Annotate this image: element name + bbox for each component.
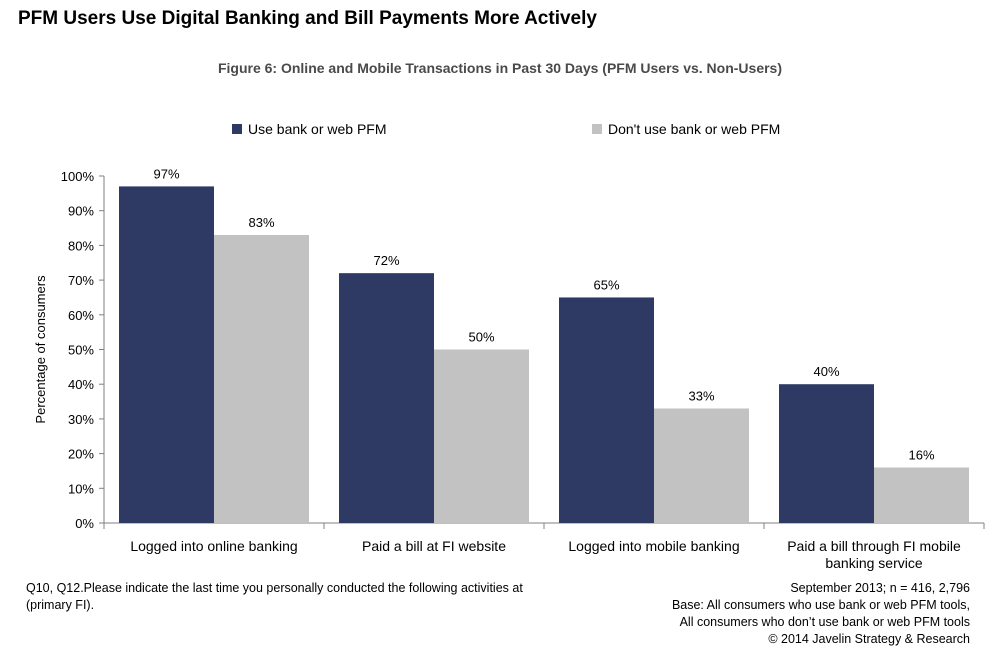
bar-pfm-users	[559, 297, 654, 523]
y-tick-label: 60%	[68, 308, 94, 323]
bar-data-label: 50%	[468, 330, 494, 345]
bar-non-users	[214, 234, 309, 524]
bar-non-users	[874, 467, 969, 523]
figure-title: Figure 6: Online and Mobile Transactions…	[217, 60, 783, 76]
bar-non-users	[654, 408, 749, 523]
legend-item-pfm-users: Use bank or web PFM	[232, 121, 387, 137]
y-tick-label: 50%	[68, 343, 94, 358]
source-note-line: All consumers who don’t use bank or web …	[679, 615, 970, 629]
source-note-line: © 2014 Javelin Strategy & Research	[768, 632, 970, 646]
source-note-line: September 2013; n = 416, 2,796	[790, 581, 970, 595]
y-tick-label: 30%	[68, 412, 94, 427]
legend-item-non-users: Don't use bank or web PFM	[592, 121, 780, 137]
bar-data-label: 40%	[813, 364, 839, 379]
source-note: September 2013; n = 416, 2,796 Base: All…	[550, 580, 970, 648]
x-category-label: banking service	[825, 555, 922, 571]
y-axis-title: Percentage of consumers	[33, 275, 48, 424]
y-tick-label: 20%	[68, 447, 94, 462]
bar-pfm-users	[779, 384, 874, 523]
y-tick-label: 70%	[68, 273, 94, 288]
y-tick-label: 40%	[68, 377, 94, 392]
bar-data-label: 16%	[908, 447, 934, 462]
bar-data-label: 72%	[373, 253, 399, 268]
bar-pfm-users	[119, 186, 214, 523]
x-category-label: Logged into mobile banking	[568, 538, 739, 554]
x-category-label: Logged into online banking	[130, 538, 297, 554]
y-tick-label: 10%	[68, 481, 94, 496]
y-tick-label: 80%	[68, 238, 94, 253]
legend-swatch-non-users	[592, 124, 602, 134]
legend-label-non-users: Don't use bank or web PFM	[608, 121, 781, 137]
bar-data-label: 65%	[593, 277, 619, 292]
y-tick-label: 0%	[75, 516, 94, 531]
legend-swatch-pfm-users	[232, 124, 242, 134]
x-category-label: Paid a bill through FI mobile	[787, 538, 961, 554]
bar-pfm-users	[339, 273, 434, 523]
page-title: PFM Users Use Digital Banking and Bill P…	[18, 8, 597, 29]
y-tick-label: 90%	[68, 204, 94, 219]
chart-legend: Use bank or web PFM Don't use bank or we…	[0, 121, 1000, 141]
survey-question-note: Q10, Q12.Please indicate the last time y…	[26, 581, 523, 612]
bar-data-label: 33%	[688, 388, 714, 403]
source-note-line: Base: All consumers who use bank or web …	[671, 598, 970, 612]
x-category-label: Paid a bill at FI website	[362, 538, 506, 554]
bar-data-label: 97%	[153, 166, 179, 181]
y-tick-label: 100%	[61, 169, 95, 184]
bar-non-users	[434, 349, 529, 523]
legend-label-pfm-users: Use bank or web PFM	[248, 121, 387, 137]
bar-data-label: 83%	[248, 215, 274, 230]
